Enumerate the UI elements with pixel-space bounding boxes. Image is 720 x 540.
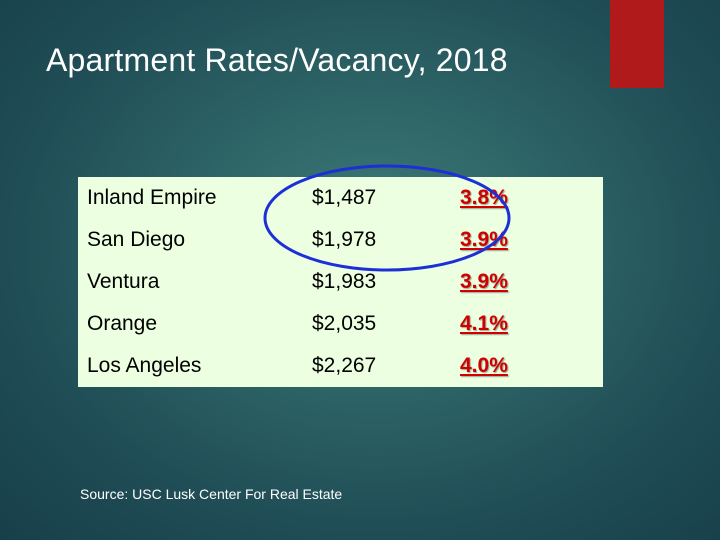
region-cell: San Diego (87, 228, 186, 251)
table-row: San Diego $1,978 3.9% (78, 219, 603, 261)
vacancy-cell: 3.9% (460, 270, 508, 293)
slide-title: Apartment Rates/Vacancy, 2018 (46, 42, 508, 78)
region-cell: Ventura (87, 270, 160, 293)
table-row: Inland Empire $1,487 3.8% (78, 177, 603, 219)
rent-cell: $1,983 (312, 270, 377, 293)
rates-table: Inland Empire $1,487 3.8% San Diego $1,9… (78, 177, 603, 387)
table-row: Ventura $1,983 3.9% (78, 261, 603, 303)
source-note: Source: USC Lusk Center For Real Estate (80, 486, 343, 502)
accent-bar (610, 0, 664, 88)
vacancy-cell: 4.1% (460, 312, 508, 335)
vacancy-cell: 3.9% (460, 228, 508, 251)
rent-cell: $2,035 (312, 312, 377, 335)
rent-cell: $1,978 (312, 228, 377, 251)
vacancy-cell: 3.8% (460, 186, 508, 209)
rent-cell: $2,267 (312, 354, 377, 377)
rent-cell: $1,487 (312, 186, 377, 209)
region-cell: Inland Empire (87, 186, 217, 209)
region-cell: Orange (87, 312, 158, 335)
region-cell: Los Angeles (87, 354, 202, 377)
vacancy-cell: 4.0% (460, 354, 508, 377)
table-row: Los Angeles $2,267 4.0% (78, 345, 603, 387)
table-row: Orange $2,035 4.1% (78, 303, 603, 345)
